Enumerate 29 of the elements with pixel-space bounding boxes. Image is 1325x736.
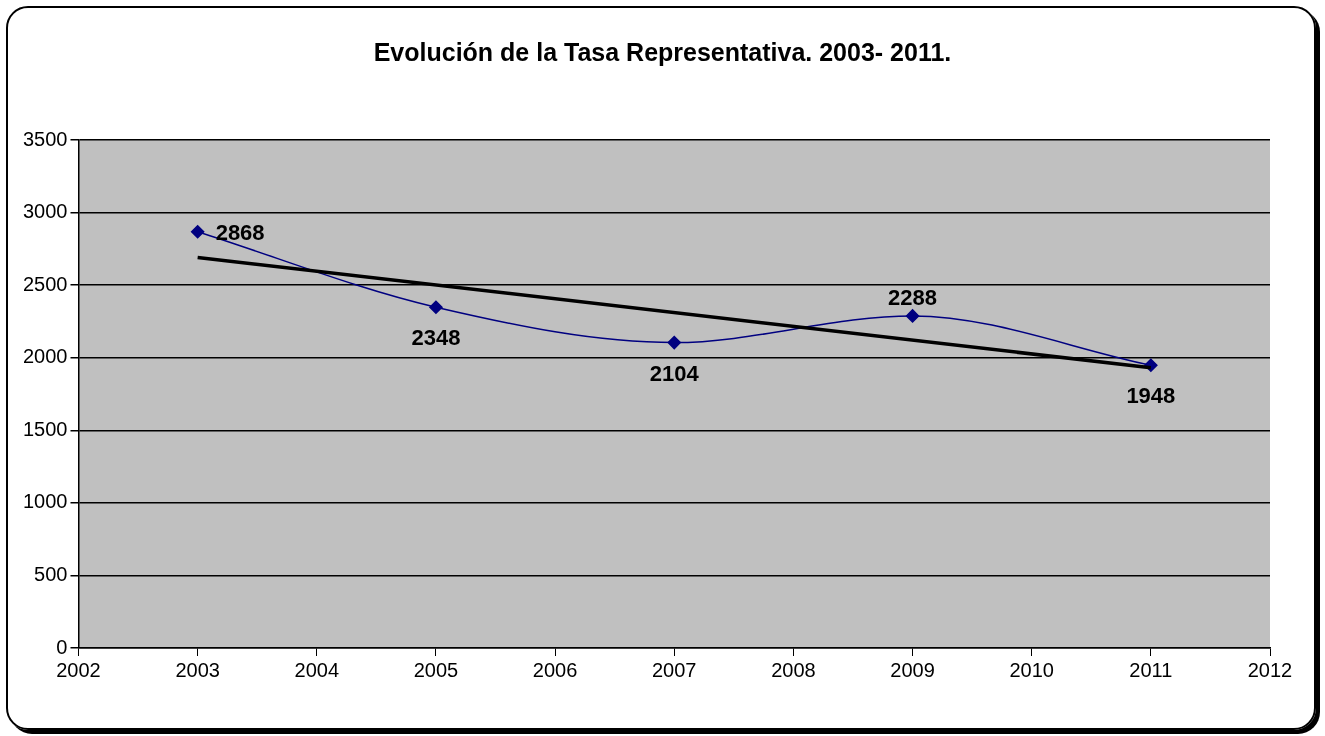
- y-tick-label: 1000: [22, 490, 68, 513]
- data-label: 2104: [649, 360, 700, 386]
- x-tick-label: 2010: [1009, 658, 1054, 681]
- x-tick-label: 2003: [175, 658, 220, 681]
- y-tick-label: 1500: [22, 417, 68, 440]
- y-tick-label: 0: [56, 635, 68, 658]
- point: [429, 300, 443, 314]
- point: [905, 309, 920, 323]
- x-tick-label: 2011: [1129, 658, 1173, 681]
- data-label: 2348: [411, 325, 461, 351]
- y-tick-label: 3500: [22, 127, 68, 150]
- x-tick-label: 2012: [1247, 658, 1293, 681]
- x-tick-label: 2005: [413, 658, 459, 681]
- x-tick-label: 2006: [532, 658, 578, 681]
- y-tick-label: 500: [34, 562, 68, 585]
- x-tick-label: 2002: [56, 658, 101, 681]
- y-tick-label: 3000: [22, 200, 68, 223]
- chart-title: Evolución de la Tasa Representativa. 2003- 2011.: [372, 38, 953, 67]
- data-label: 2288: [888, 284, 938, 310]
- y-tick-label: 2500: [22, 272, 68, 295]
- x-tick-label: 2007: [652, 658, 697, 681]
- x-tick-label: 2009: [890, 658, 935, 681]
- point: [667, 335, 681, 350]
- data-label: 2868: [215, 219, 265, 245]
- point: [190, 224, 205, 239]
- data-label: 1948: [1126, 383, 1176, 409]
- x-tick-label: 2008: [771, 658, 816, 681]
- x-tick-label: 2004: [294, 658, 340, 681]
- y-tick-label: 2000: [22, 345, 68, 368]
